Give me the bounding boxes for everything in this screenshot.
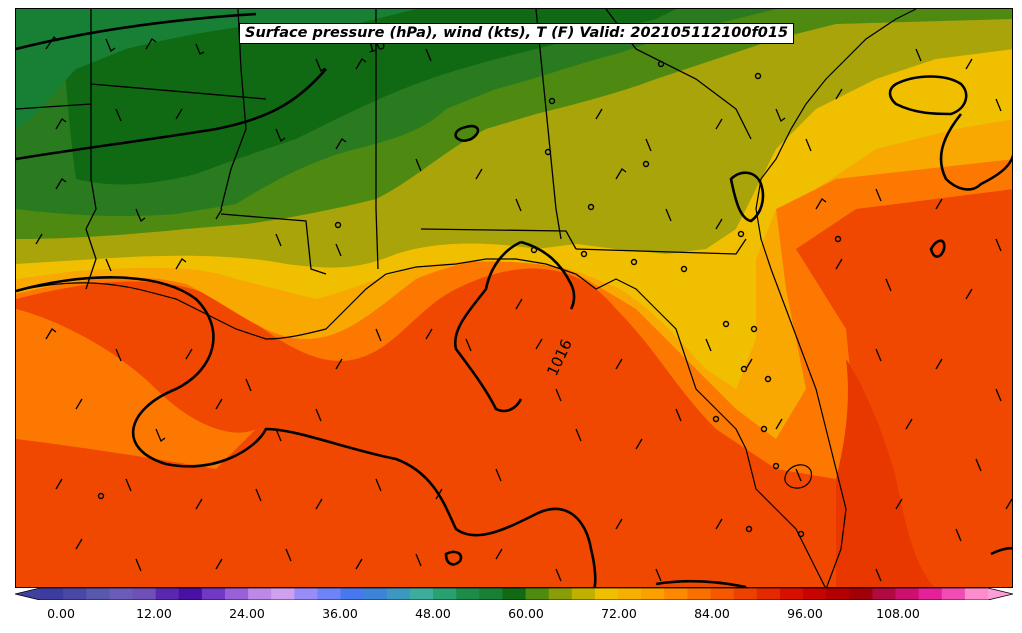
colorbar-swatch bbox=[456, 588, 480, 600]
colorbar-swatch bbox=[363, 588, 388, 600]
colorbar-tick: 36.00 bbox=[322, 606, 358, 621]
colorbar-swatch bbox=[641, 588, 665, 600]
map-title: Surface pressure (hPa), wind (kts), T (F… bbox=[239, 23, 795, 44]
colorbar-tick: 108.00 bbox=[876, 606, 920, 621]
colorbar-swatch bbox=[63, 588, 87, 600]
station-markers bbox=[97, 60, 842, 538]
temp-band-hot-patch bbox=[836, 359, 935, 587]
colorbar-swatch bbox=[895, 588, 920, 600]
colorbar-swatch bbox=[502, 588, 527, 600]
colorbar-swatch bbox=[964, 588, 989, 600]
colorbar-tick: 60.00 bbox=[508, 606, 544, 621]
state-boundaries bbox=[16, 9, 752, 290]
colorbar-swatch bbox=[294, 588, 318, 600]
colorbar-tick: 24.00 bbox=[229, 606, 265, 621]
colorbar-swatch bbox=[109, 588, 133, 600]
colorbar-swatch bbox=[248, 588, 272, 600]
colorbar-swatch bbox=[386, 588, 411, 600]
colorbar-swatch bbox=[40, 588, 64, 600]
colorbar-swatch bbox=[664, 588, 688, 600]
colorbar-swatch bbox=[132, 588, 157, 600]
colorbar-swatch bbox=[317, 588, 342, 600]
colorbar-swatch bbox=[409, 588, 434, 600]
colorbar-swatch bbox=[918, 588, 943, 600]
colorbar-swatch bbox=[86, 588, 110, 600]
colorbar-under-arrow bbox=[15, 588, 40, 600]
isobars bbox=[16, 12, 1012, 587]
colorbar-swatch bbox=[756, 588, 781, 600]
colorbar-swatch bbox=[872, 588, 897, 600]
wind-barbs bbox=[35, 28, 1012, 582]
colorbar-tick: 0.00 bbox=[47, 606, 75, 621]
coastline bbox=[16, 258, 826, 587]
colorbar-swatch bbox=[826, 588, 850, 600]
colorbar-swatch bbox=[687, 588, 712, 600]
colorbar-swatch bbox=[155, 588, 180, 600]
colorbar-tick: 84.00 bbox=[694, 606, 730, 621]
colorbar-swatch bbox=[224, 588, 249, 600]
colorbar-swatch bbox=[178, 588, 203, 600]
colorbar-swatch bbox=[710, 588, 735, 600]
map-panel[interactable]: 1016 10 Surface pressure (hPa), wind (kt… bbox=[15, 8, 1013, 588]
colorbar-swatch bbox=[479, 588, 503, 600]
colorbar-swatch bbox=[525, 588, 550, 600]
colorbar-swatch bbox=[271, 588, 295, 600]
temp-band-green-darkest bbox=[16, 9, 416, 129]
colorbar-swatch bbox=[849, 588, 873, 600]
colorbar-swatch bbox=[594, 588, 619, 600]
colorbar-over-arrow bbox=[988, 588, 1013, 600]
weather-map: 1016 10 bbox=[16, 9, 1012, 587]
colorbar-tick: 48.00 bbox=[415, 606, 451, 621]
colorbar-swatch bbox=[571, 588, 596, 600]
colorbar-swatch bbox=[201, 588, 226, 600]
colorbar-swatch bbox=[548, 588, 573, 600]
colorbar-swatch bbox=[618, 588, 642, 600]
temp-band-green-dark bbox=[56, 9, 676, 185]
temperature-colorbar bbox=[15, 588, 1013, 600]
colorbar-swatch bbox=[433, 588, 457, 600]
colorbar-swatch bbox=[733, 588, 758, 600]
lake-okeechobee bbox=[784, 464, 813, 489]
colorbar-swatch bbox=[779, 588, 804, 600]
florida-east-coast bbox=[755, 9, 917, 587]
colorbar-tick: 72.00 bbox=[601, 606, 637, 621]
colorbar-swatch bbox=[941, 588, 966, 600]
colorbar-swatch bbox=[340, 588, 365, 600]
colorbar-swatch bbox=[803, 588, 827, 600]
colorbar-tick: 12.00 bbox=[136, 606, 172, 621]
colorbar-tick: 96.00 bbox=[787, 606, 823, 621]
